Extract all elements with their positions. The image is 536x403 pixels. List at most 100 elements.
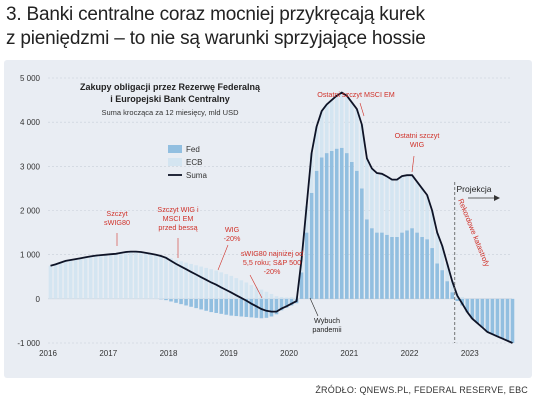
annotation-swig80-sp500: sWIG80 najniżej od <box>241 249 303 258</box>
ecb-bar <box>204 267 208 299</box>
ecb-bar <box>144 252 148 299</box>
ecb-bar <box>149 253 153 299</box>
chart-subtitle: Suma krocząca za 12 miesięcy, mld USD <box>102 108 240 117</box>
fed-bar <box>229 298 234 316</box>
chart-title-line: Zakupy obligacji przez Rezerwę Federalną <box>80 82 261 92</box>
ecb-bar <box>108 254 113 299</box>
annotation-wig-20: -20% <box>224 234 241 243</box>
annotation-leader <box>411 155 415 173</box>
x-tick-label: 2016 <box>39 349 57 358</box>
ecb-bar <box>239 280 244 299</box>
x-tick-label: 2021 <box>340 349 358 358</box>
annotation-leader <box>309 297 319 317</box>
y-tick-label: -1 000 <box>17 339 40 348</box>
fed-bar <box>455 298 460 302</box>
ecb-bar <box>88 256 93 299</box>
ecb-bar <box>254 287 259 299</box>
fed-bar <box>360 188 364 299</box>
suma-line <box>50 91 513 344</box>
ecb-bar <box>304 206 309 233</box>
ecb-bar <box>58 262 63 299</box>
fed-bar <box>174 298 178 303</box>
fed-bar <box>209 298 213 313</box>
fed-bar <box>219 298 224 314</box>
fed-bar <box>475 298 480 324</box>
ecb-bar <box>179 261 183 299</box>
ecb-bar <box>139 252 143 299</box>
fed-bar <box>380 232 384 299</box>
ecb-bar <box>83 257 88 299</box>
fed-bar <box>334 148 339 299</box>
x-tick-label: 2023 <box>461 349 479 358</box>
ecb-bar <box>269 293 274 299</box>
ecb-bar <box>410 175 414 229</box>
ecb-bar <box>259 289 264 299</box>
ecb-bar <box>68 259 73 299</box>
fed-bar <box>400 232 404 299</box>
ecb-bar <box>154 254 158 299</box>
fed-bar <box>299 272 304 299</box>
fed-bar <box>349 161 354 299</box>
ecb-bar <box>430 210 434 249</box>
ecb-bar <box>274 296 279 299</box>
fed-bar <box>420 237 424 299</box>
y-tick-label: 3 000 <box>20 162 41 171</box>
legend-label-suma: Suma <box>186 171 207 180</box>
fed-bar <box>465 298 470 313</box>
ecb-bar <box>420 188 424 237</box>
annotation-szczyt-wig-msci: MSCI EM <box>163 214 194 223</box>
fed-bar <box>375 232 379 299</box>
chart-card <box>4 60 532 378</box>
fed-bar <box>269 298 274 317</box>
fed-bar <box>249 298 254 318</box>
fed-bar <box>289 298 294 306</box>
ecb-bar <box>103 254 108 299</box>
ecb-bar <box>460 297 465 299</box>
title-line-2: z pieniędzmi – to nie są warunki sprzyja… <box>6 28 426 49</box>
fed-bar <box>244 298 249 317</box>
annotation-swig80-sp500: 5,5 roku; S&P 500 <box>243 258 301 267</box>
y-tick-label: 4 000 <box>20 118 41 127</box>
x-tick-label: 2020 <box>280 349 298 358</box>
ecb-bar <box>355 108 359 171</box>
fed-bar <box>405 230 409 299</box>
fed-bar <box>224 298 229 315</box>
fed-bar <box>480 298 485 328</box>
annotation-ostatni-szczyt-msci: Ostatni szczyt MSCI EM <box>317 90 394 99</box>
ecb-bar <box>435 232 439 264</box>
ecb-bar <box>124 252 128 299</box>
fed-bar <box>485 298 490 332</box>
ecb-bar <box>380 173 384 233</box>
fed-bar <box>425 239 429 299</box>
fed-bar <box>234 298 239 317</box>
ecb-bar <box>244 282 249 299</box>
annotation-ostatni-szczyt-wig: WIG <box>410 140 425 149</box>
fed-bar <box>314 170 319 299</box>
ecb-bar <box>400 176 404 233</box>
annotation-leader <box>359 102 365 117</box>
ecb-bar <box>334 95 339 149</box>
ecb-bar <box>289 297 294 299</box>
ecb-bar <box>329 100 334 151</box>
ecb-bar <box>284 297 289 299</box>
fed-bar <box>470 298 475 319</box>
x-tick-label: 2022 <box>401 349 419 358</box>
fed-bar <box>430 248 434 299</box>
y-tick-label: 5 000 <box>20 74 41 83</box>
ecb-bar <box>450 281 455 293</box>
ecb-bar <box>78 258 83 299</box>
annotation-wybuch-pandemii: Wybuch <box>314 316 340 325</box>
fed-bar <box>169 298 173 302</box>
x-tick-label: 2019 <box>220 349 238 358</box>
ecb-bar <box>314 126 319 171</box>
annotation-szczyt-wig-msci: przed bessą <box>158 223 197 232</box>
annotation-swig80-sp500: -20% <box>264 267 281 276</box>
fed-bar <box>370 228 374 299</box>
ecb-bar <box>339 92 344 148</box>
fed-bar <box>344 153 349 299</box>
ecb-bar <box>174 259 178 299</box>
fed-bar <box>339 147 344 299</box>
ecb-bar <box>395 179 399 237</box>
fed-bar <box>284 298 289 308</box>
